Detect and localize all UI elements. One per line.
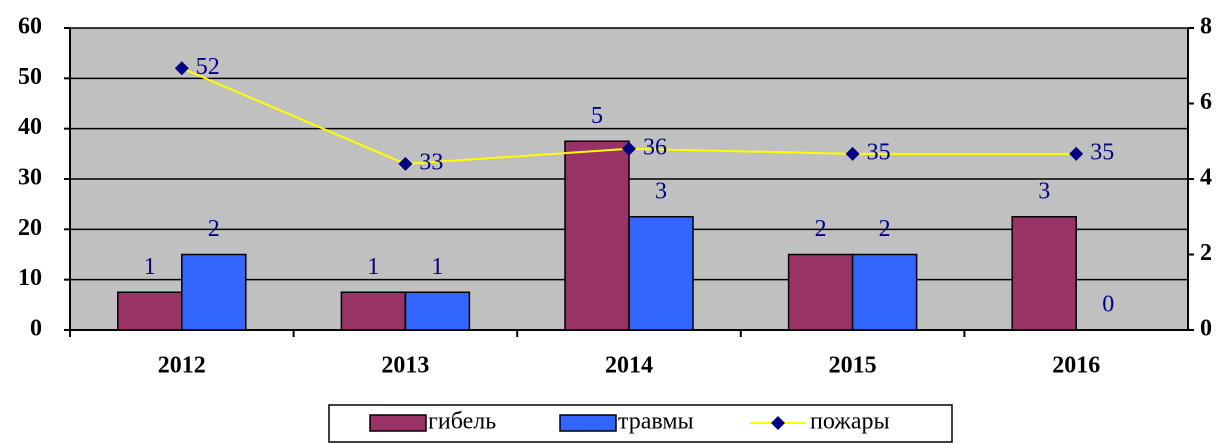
data-label: 3 [1038, 178, 1050, 204]
marker [398, 156, 413, 171]
legend-label: травмы [618, 409, 694, 435]
legend [328, 404, 953, 443]
data-label: 1 [144, 254, 156, 280]
y-tick-label: 0 [30, 316, 42, 342]
bar [181, 253, 247, 331]
legend-swatch [559, 414, 617, 432]
y-tick-label: 20 [18, 215, 42, 241]
x-tick-label: 2012 [158, 353, 206, 379]
bar [628, 216, 694, 331]
y2-tick-label: 8 [1200, 14, 1212, 40]
x-tick-label: 2016 [1052, 353, 1100, 379]
data-label: 1 [431, 254, 443, 280]
marker [845, 146, 860, 161]
data-label: 36 [643, 134, 667, 160]
marker [174, 61, 189, 76]
y-tick-label: 50 [18, 64, 42, 90]
bar [340, 291, 407, 331]
y2-tick-label: 6 [1200, 89, 1212, 115]
data-label: 35 [867, 139, 891, 165]
data-label: 33 [419, 149, 443, 175]
data-label: 52 [196, 54, 220, 80]
data-label: 1 [367, 254, 379, 280]
data-label: 3 [655, 178, 667, 204]
data-label: 2 [815, 216, 827, 242]
bar [564, 140, 630, 331]
y-tick-label: 10 [18, 265, 42, 291]
bar [404, 291, 471, 331]
legend-marker [771, 416, 785, 430]
y-tick-label: 40 [18, 114, 42, 140]
x-tick-label: 2013 [381, 353, 429, 379]
data-label: 0 [1102, 292, 1114, 318]
y2-tick-label: 2 [1200, 240, 1212, 266]
data-label: 2 [208, 216, 220, 242]
marker [622, 141, 636, 156]
y2-tick-label: 0 [1200, 316, 1212, 342]
data-label: 35 [1090, 139, 1114, 165]
data-label: 2 [879, 216, 891, 242]
y-tick-label: 30 [18, 165, 42, 191]
bar [117, 291, 183, 331]
y2-tick-label: 4 [1200, 165, 1212, 191]
bar [851, 253, 918, 331]
data-label: 5 [591, 103, 603, 129]
legend-label: пожары [810, 409, 890, 435]
bar [787, 253, 854, 331]
legend-swatch [369, 414, 427, 432]
y-tick-label: 60 [18, 14, 42, 40]
bar [1011, 216, 1077, 331]
legend-label: гибель [428, 409, 496, 435]
marker [1069, 146, 1084, 161]
x-tick-label: 2014 [605, 353, 653, 379]
x-tick-label: 2015 [829, 353, 877, 379]
